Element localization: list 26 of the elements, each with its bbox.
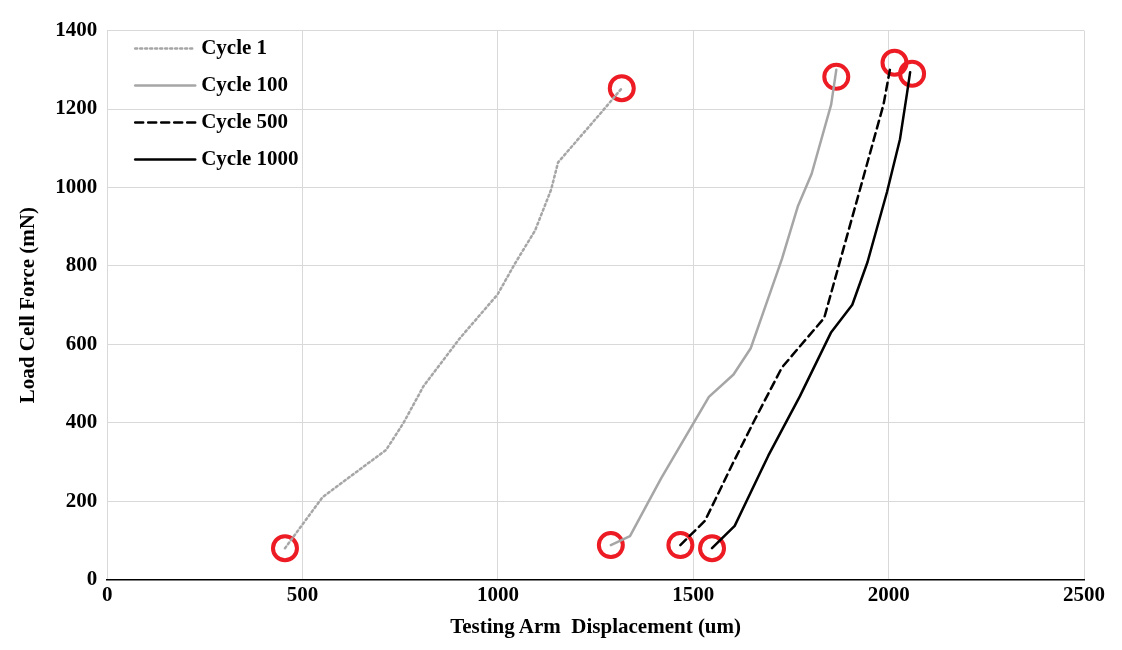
x-tick-label: 2000 xyxy=(867,581,910,606)
point xyxy=(270,534,299,563)
y-axis-title: Load Cell Force (mN) xyxy=(15,207,40,404)
x-axis-title: Testing Arm Displacement (um) xyxy=(450,613,742,638)
x-tick-label: 2500 xyxy=(1063,581,1105,606)
legend-label: Cycle 1 xyxy=(201,35,268,60)
y-tick-label: 600 xyxy=(65,330,98,355)
point xyxy=(666,531,695,560)
point xyxy=(898,59,927,88)
y-tick-label: 1400 xyxy=(55,17,98,42)
y-tick-label: 1000 xyxy=(55,173,98,198)
y-tick-label: 200 xyxy=(65,487,98,512)
legend-label: Cycle 500 xyxy=(201,109,289,134)
point xyxy=(822,62,851,91)
point xyxy=(596,531,625,560)
x-tick-label: 1500 xyxy=(672,581,715,606)
x-tick-label: 1000 xyxy=(476,581,519,606)
y-tick-label: 1200 xyxy=(55,95,98,120)
legend-label: Cycle 1000 xyxy=(201,146,299,171)
legend-label: Cycle 100 xyxy=(201,72,289,97)
y-tick-label: 400 xyxy=(65,409,98,434)
point xyxy=(698,534,727,563)
point xyxy=(607,74,636,103)
y-tick-label: 800 xyxy=(65,252,98,277)
point xyxy=(880,48,909,77)
x-tick-label: 500 xyxy=(286,581,319,606)
